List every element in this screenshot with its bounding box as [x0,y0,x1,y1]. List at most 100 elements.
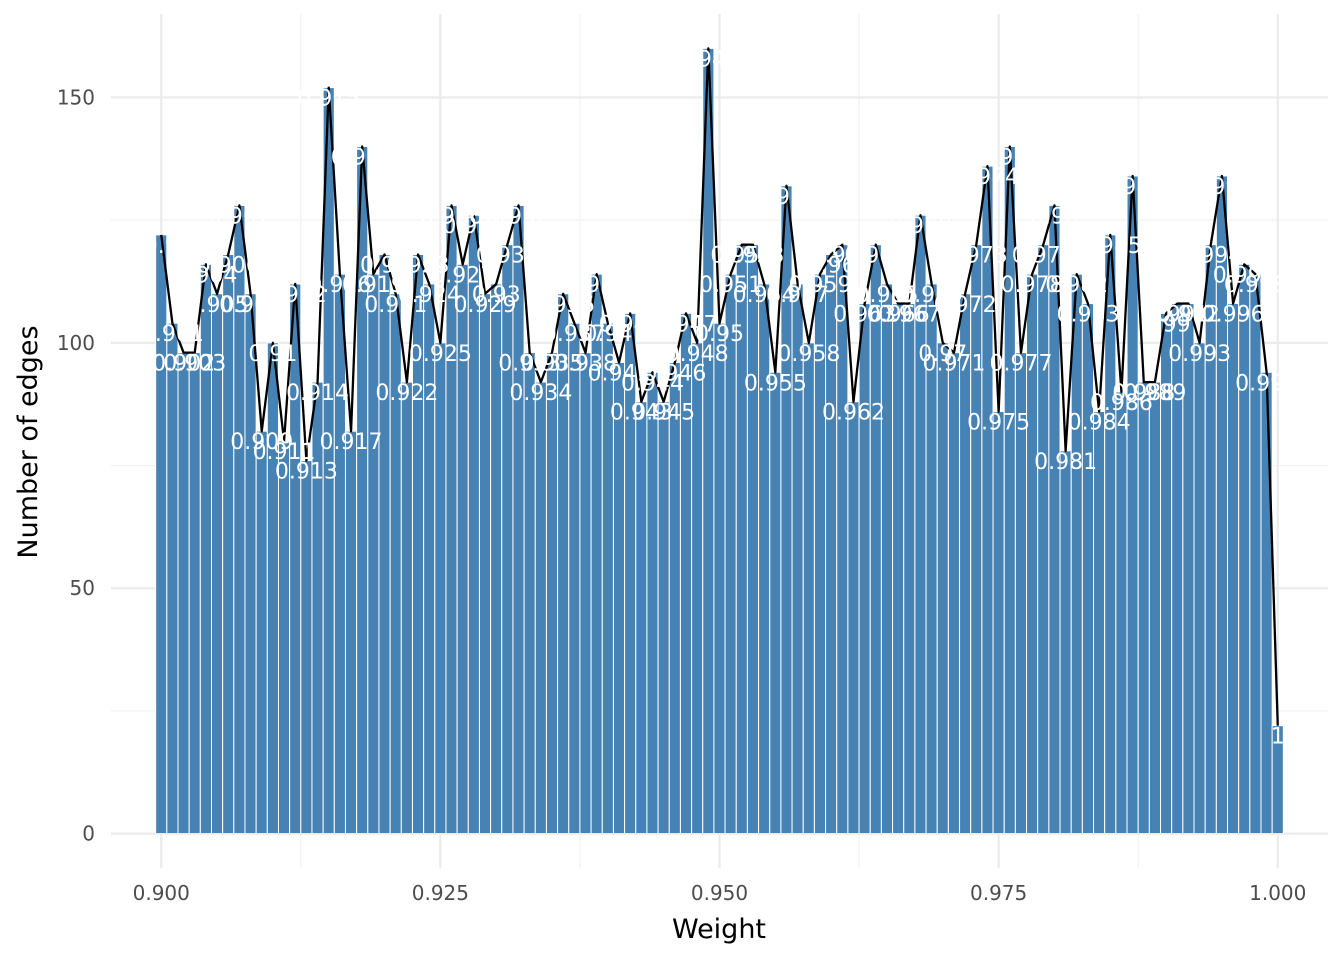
bar-value-label: 0.934 [509,381,572,406]
histogram-bar [847,401,860,835]
histogram-bar [947,352,961,835]
histogram-bar [858,303,871,835]
bar-value-label: 0.941 [588,361,651,386]
y-tick-label: 100 [57,331,95,355]
histogram-bar [869,244,882,835]
histogram-bar [646,371,659,835]
bar-value-label: 0.956 [755,185,818,210]
bar-value-label: 0.964 [844,244,907,269]
bar-value-label: 0.965 [855,283,918,308]
y-tick-label: 50 [70,576,95,600]
bar-value-label: 0.995 [1190,175,1253,200]
bar-value-label: 0.988 [1112,381,1175,406]
bar-value-label: 0.933 [498,352,561,377]
bar-value-label: 0.918 [331,146,394,171]
histogram-bar [1059,450,1072,835]
bar-value-label: 0.92 [360,253,409,278]
histogram-bar [344,430,358,835]
histogram-bar [1260,371,1273,835]
bar-value-label: 0.908 [219,293,282,318]
bar-value-label: 0.984 [1068,411,1131,436]
histogram-bar [523,352,536,835]
bar-value-label: 0.914 [286,381,349,406]
histogram-bar [635,401,648,835]
bar-value-label: 0.973 [945,244,1008,269]
bar-value-label: 0.916 [308,273,371,298]
histogram-bar [1126,175,1139,835]
histogram-bar [1093,411,1106,835]
bar-value-label: 0.919 [342,273,405,298]
bar-value-label: 0.985 [1079,234,1142,259]
histogram-bar [478,293,492,835]
histogram-bar [612,361,626,835]
bar-value-label: 0.909 [230,430,293,455]
bar-value-label: 0.97 [918,342,967,367]
histogram-bar [177,352,190,835]
bar-value-label: 0.971 [922,352,985,377]
x-axis-tick-labels: 0.900 0.925 0.950 0.975 1.000 [133,881,1307,905]
bar-value-label: 0.957 [766,283,829,308]
histogram-bar [188,352,201,835]
bar-value-label: 0.953 [722,244,785,269]
bar-value-label: 0.906 [197,253,260,278]
bar-value-label: 0.993 [1168,342,1231,367]
bar-value-label: 0.917 [320,430,383,455]
histogram-bar [992,411,1005,835]
histogram-bar [657,401,670,835]
y-axis-title: Number of edges [13,325,44,558]
bar-value-label: 0.952 [710,244,773,269]
bar-value-label: 0.977 [989,352,1052,377]
histogram-bar [903,303,916,835]
histogram-bar [434,342,447,835]
bar-value-label: 0.94 [583,322,632,347]
bar-value-label: 0.907 [208,204,271,229]
y-tick-label: 150 [57,85,95,109]
x-axis-title: Weight [672,914,766,945]
bar-value-label: 0.978 [1001,273,1064,298]
histogram-bar [277,440,291,835]
bar-value-label: 0.901 [141,322,204,347]
bar-value-label: 0.937 [543,322,606,347]
bar-value-label: 0.96 [807,253,856,278]
bar-value-label: 0.981 [1034,450,1097,475]
x-tick-label: 1.000 [1249,881,1306,905]
bar-value-label: 1 [1271,725,1285,750]
histogram-bar [367,273,380,835]
bar-value-label: 0.962 [822,401,885,426]
histogram-bar [970,244,983,835]
bar-value-label: 0.968 [889,214,952,239]
histogram-bar [1115,391,1128,835]
histogram-bar [222,253,235,835]
bar-value-label: 0.929 [454,293,517,318]
bar-value-label: 0.938 [554,352,617,377]
histogram-bar [1070,273,1083,835]
bar-value-label: 0.961 [811,244,874,269]
bar-value-label: 0.991 [1146,303,1209,328]
bar-value-label: 0.974 [956,165,1019,190]
histogram-bar [300,460,313,835]
bar-value-label: 0.975 [967,411,1030,436]
histogram-bar [1238,263,1251,835]
bar-value-label: 0.967 [878,303,941,328]
bar-value-label: 0.942 [599,312,662,337]
bar-value-label: 0.928 [442,214,505,239]
histogram-bar [166,322,179,835]
bar-value-label: 0.902 [152,352,215,377]
histogram-bar [1037,244,1050,835]
bar-value-label: 0.989 [1123,381,1186,406]
bar-value-label: 0.911 [253,440,316,465]
bar-value-label: 0.913 [275,460,338,485]
histogram-bar [746,244,760,835]
y-axis-tick-labels: 0 50 100 150 [57,85,95,845]
bar-value-label: 0.921 [364,293,427,318]
bar-value-label: 0.99 [1142,312,1191,337]
bar-value-label: 0.954 [733,283,796,308]
histogram-bars [155,47,1284,835]
bar-value-label: 0.923 [387,253,450,278]
bar-value-label: 0.943 [610,401,673,426]
y-tick-label: 0 [82,822,95,846]
bar-value-label: 0.95 [695,322,744,347]
histogram-bar [1204,244,1217,835]
bar-value-label: 0.966 [867,303,930,328]
